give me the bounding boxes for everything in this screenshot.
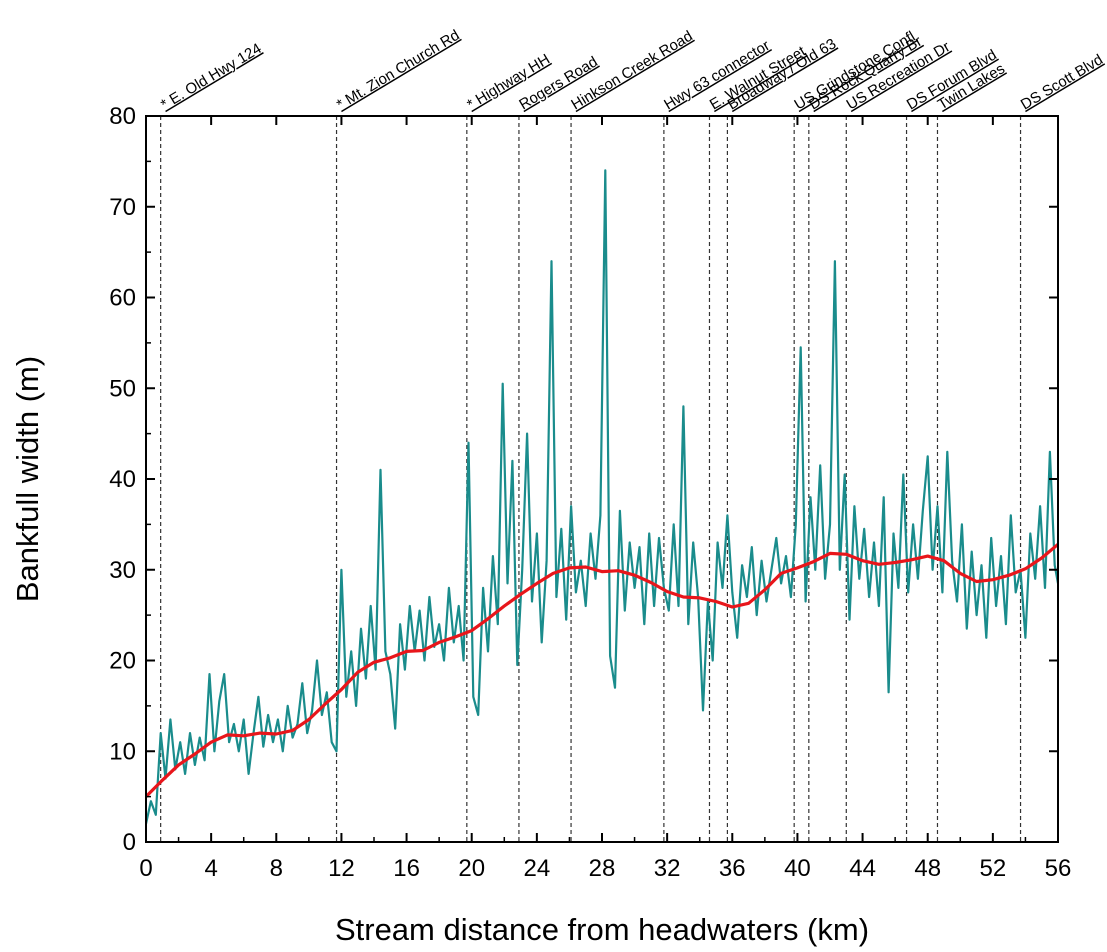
x-tick-label: 56 (1045, 855, 1072, 882)
y-tick-label: 40 (109, 466, 136, 493)
x-tick-label: 4 (204, 855, 217, 882)
location-labels: * E. Old Hwy 124 * Mt. Zion Church Rd * Hi… (158, 27, 1106, 114)
x-tick-label: 52 (980, 855, 1007, 882)
y-tick-label: 10 (109, 738, 136, 765)
y-axis: 0 10 20 30 40 50 60 70 80 (109, 103, 1058, 856)
x-tick-label: 32 (654, 855, 681, 882)
y-tick-label: 20 (109, 648, 136, 675)
location-label: * Mt. Zion Church Rd (334, 27, 463, 114)
x-tick-label: 16 (393, 855, 420, 882)
y-tick-label: 50 (109, 375, 136, 402)
y-tick-label: 60 (109, 285, 136, 312)
x-tick-label: 24 (524, 855, 551, 882)
location-marker-lines (160, 116, 1022, 842)
x-tick-label: 20 (458, 855, 485, 882)
y-tick-label: 80 (109, 103, 136, 130)
x-tick-label: 12 (328, 855, 355, 882)
x-tick-label: 8 (270, 855, 283, 882)
y-tick-label: 30 (109, 557, 136, 584)
x-tick-label: 36 (719, 855, 746, 882)
y-axis-title: Bankfull width (m) (10, 356, 45, 602)
y-tick-label: 70 (109, 194, 136, 221)
x-tick-label: 0 (139, 855, 152, 882)
x-axis-title: Stream distance from headwaters (km) (335, 912, 869, 947)
location-label: DS Scott Blvd (1018, 51, 1106, 113)
x-axis: 0 4 8 12 16 20 24 28 32 36 40 44 48 52 56 (139, 116, 1071, 882)
x-tick-label: 48 (914, 855, 941, 882)
smoothed-width-line (146, 543, 1058, 798)
x-tick-label: 44 (849, 855, 876, 882)
x-tick-label: 40 (784, 855, 811, 882)
series-layer (146, 169, 1058, 825)
raw-width-line (146, 169, 1058, 825)
y-tick-label: 0 (123, 829, 136, 856)
x-tick-label: 28 (589, 855, 616, 882)
location-label: * E. Old Hwy 124 (158, 40, 265, 113)
